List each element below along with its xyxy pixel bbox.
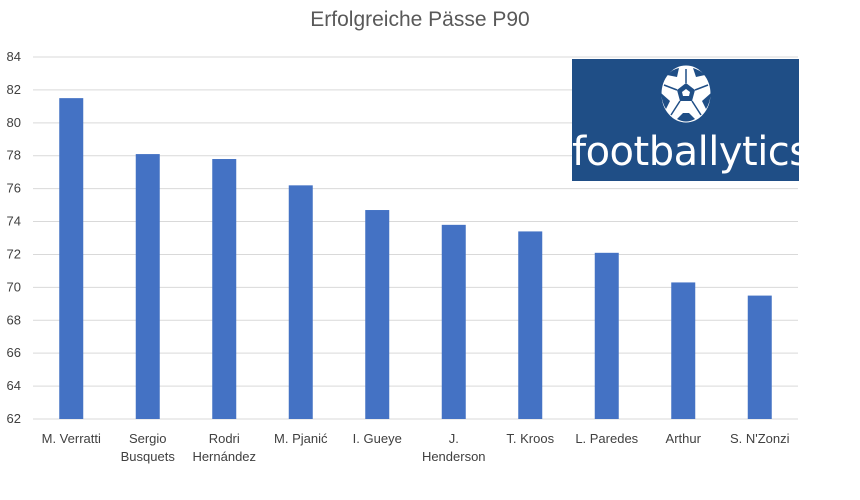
x-category-label: M. Pjanić	[274, 431, 328, 446]
y-tick-label: 76	[7, 181, 21, 196]
y-tick-label: 70	[7, 279, 21, 294]
x-category-label: Rodri	[209, 431, 240, 446]
x-category-label: L. Paredes	[575, 431, 638, 446]
bar	[212, 159, 237, 419]
bar	[747, 295, 772, 419]
bar	[365, 210, 390, 419]
y-tick-label: 80	[7, 115, 21, 130]
x-category-label: J.	[449, 431, 459, 446]
footballytics-logo: footballytics	[572, 59, 810, 181]
chart-title: Erfolgreiche Pässe P90	[310, 8, 530, 31]
bar	[288, 185, 313, 419]
bar	[518, 231, 543, 419]
y-tick-label: 62	[7, 411, 21, 426]
y-tick-label: 72	[7, 246, 21, 261]
x-category-label: Henderson	[422, 449, 486, 464]
x-category-label: Hernández	[192, 449, 256, 464]
x-category-label: I. Gueye	[353, 431, 402, 446]
y-tick-label: 84	[7, 49, 21, 64]
x-category-label: S. N'Zonzi	[730, 431, 790, 446]
bar	[594, 252, 619, 419]
y-axis-ticks: 62 64 66 68 70 72 74 76 78 80 82 84	[7, 49, 21, 426]
soccer-ball-icon	[660, 64, 712, 124]
x-category-label: Busquets	[121, 449, 176, 464]
y-tick-label: 68	[7, 312, 21, 327]
y-tick-label: 64	[7, 378, 21, 393]
bar	[135, 154, 160, 419]
bar	[59, 98, 84, 420]
x-category-label: Sergio	[129, 431, 167, 446]
x-axis-labels: M. Verratti Sergio Busquets Rodri Hernández M…	[42, 431, 790, 464]
x-category-label: M. Verratti	[42, 431, 101, 446]
y-tick-label: 78	[7, 148, 21, 163]
y-tick-label: 66	[7, 345, 21, 360]
y-tick-label: 82	[7, 82, 21, 97]
bar	[671, 282, 696, 419]
bars	[59, 98, 772, 420]
x-category-label: Arthur	[666, 431, 702, 446]
y-tick-label: 74	[7, 214, 21, 229]
logo-text: footballytics	[572, 129, 810, 175]
x-category-label: T. Kroos	[506, 431, 554, 446]
bar	[441, 224, 466, 419]
